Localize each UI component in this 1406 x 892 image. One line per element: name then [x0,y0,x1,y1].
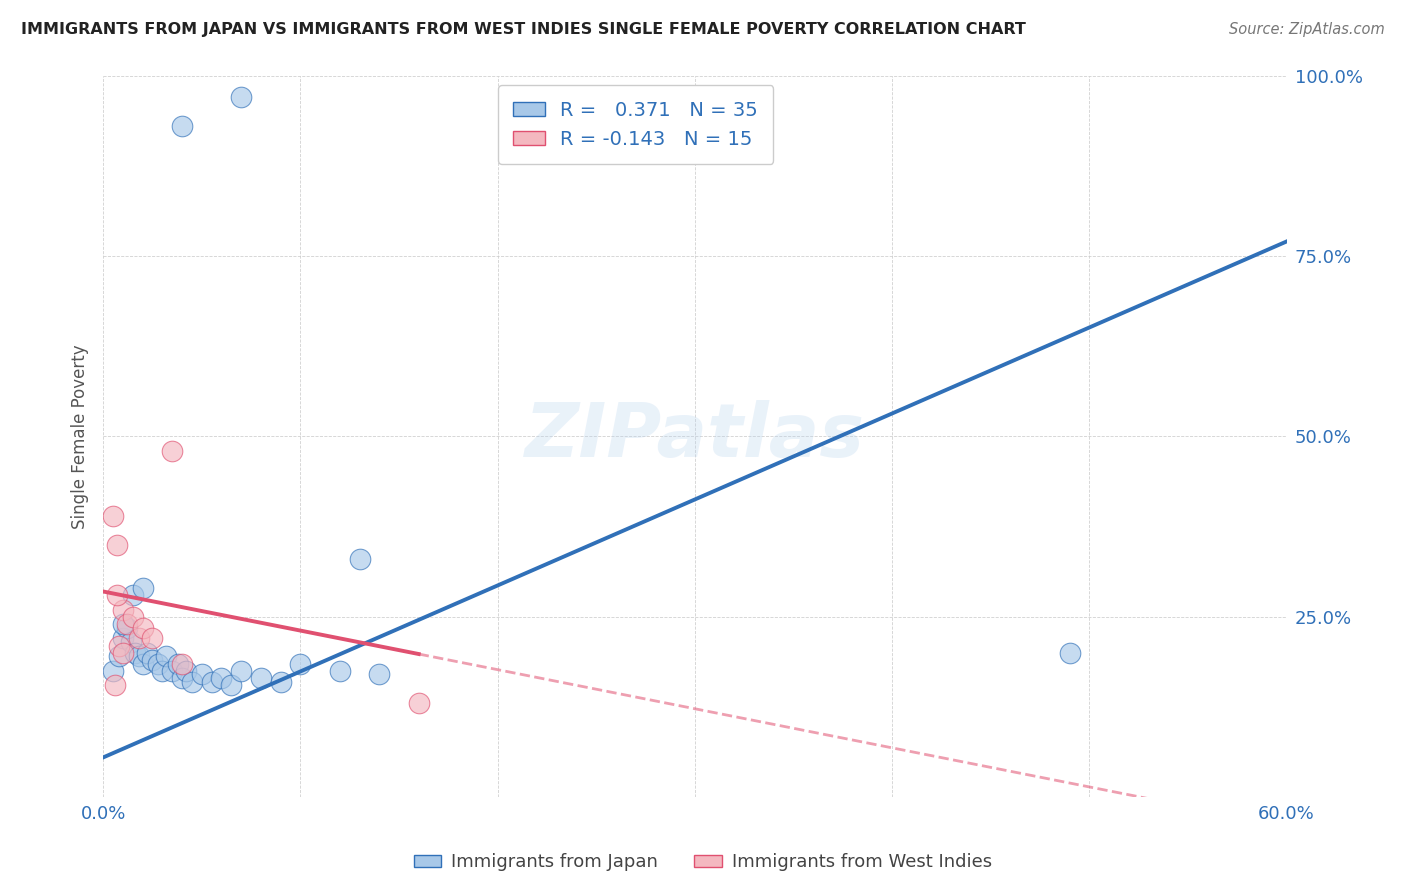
Text: ZIPatlas: ZIPatlas [524,400,865,473]
Point [190,667,212,681]
Point [111,632,134,646]
Point [180,674,202,689]
Point [115,617,138,632]
Point [108,639,131,653]
Text: Source: ZipAtlas.com: Source: ZipAtlas.com [1229,22,1385,37]
Point [121,609,143,624]
Point [368,667,391,681]
Point [105,538,128,552]
Point [160,443,183,458]
Point [131,657,153,671]
Point [128,649,150,664]
Point [104,678,127,692]
Point [270,674,292,689]
Point [250,671,273,685]
Point [329,664,352,678]
Point [131,581,153,595]
Point [170,657,193,671]
Point [1059,646,1081,660]
Legend: R =   0.371   N = 35, R = -0.143   N = 15: R = 0.371 N = 35, R = -0.143 N = 15 [498,86,773,164]
Point [167,657,190,671]
Point [349,552,371,566]
Point [231,664,253,678]
Point [105,588,128,602]
Point [121,588,143,602]
Point [128,632,150,646]
Point [111,602,134,616]
Point [290,657,312,671]
Point [174,664,197,678]
Point [141,632,163,646]
Point [211,671,233,685]
Point [221,678,243,692]
Point [111,617,134,632]
Point [111,646,134,660]
Point [108,649,131,664]
Point [101,664,124,678]
Point [150,664,173,678]
Legend: Immigrants from Japan, Immigrants from West Indies: Immigrants from Japan, Immigrants from W… [406,847,1000,879]
Point [201,674,224,689]
Point [141,653,163,667]
Y-axis label: Single Female Poverty: Single Female Poverty [72,344,89,529]
Point [115,621,138,635]
Point [170,671,193,685]
Point [120,635,142,649]
Point [231,90,253,104]
Point [170,119,193,133]
Point [155,649,177,664]
Point [135,646,157,660]
Point [148,657,170,671]
Point [131,621,153,635]
Point [160,664,183,678]
Point [408,696,430,710]
Point [124,646,146,660]
Text: IMMIGRANTS FROM JAPAN VS IMMIGRANTS FROM WEST INDIES SINGLE FEMALE POVERTY CORRE: IMMIGRANTS FROM JAPAN VS IMMIGRANTS FROM… [21,22,1026,37]
Point [101,508,124,523]
